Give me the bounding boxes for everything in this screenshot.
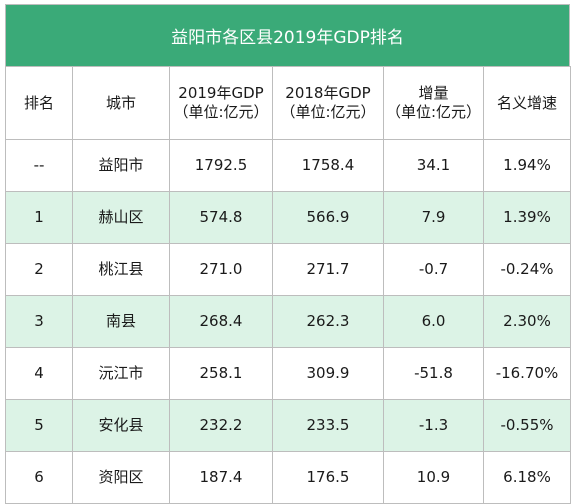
header-growth: 名义增速 — [483, 66, 571, 140]
cell-increase: 7.9 — [383, 191, 484, 244]
cell-rank: -- — [5, 139, 73, 192]
cell-increase: 10.9 — [383, 451, 484, 504]
cell-increase: 34.1 — [383, 139, 484, 192]
header-row: 排名 城市 2019年GDP （单位:亿元） 2018年GDP （单位:亿元） … — [5, 66, 571, 140]
cell-gdp-2019: 574.8 — [169, 191, 273, 244]
table-row: 3 南县 268.4 262.3 6.0 2.30% — [5, 295, 571, 348]
header-gdp-2019-unit: （单位:亿元） — [173, 103, 269, 121]
cell-gdp-2018: 233.5 — [272, 399, 384, 452]
cell-growth: 2.30% — [483, 295, 571, 348]
cell-growth: -0.24% — [483, 243, 571, 296]
cell-gdp-2018: 1758.4 — [272, 139, 384, 192]
cell-gdp-2018: 566.9 — [272, 191, 384, 244]
cell-gdp-2019: 1792.5 — [169, 139, 273, 192]
cell-gdp-2018: 271.7 — [272, 243, 384, 296]
cell-gdp-2019: 258.1 — [169, 347, 273, 400]
cell-city: 益阳市 — [72, 139, 170, 192]
cell-city: 资阳区 — [72, 451, 170, 504]
cell-gdp-2019: 187.4 — [169, 451, 273, 504]
header-gdp-2018: 2018年GDP （单位:亿元） — [272, 66, 384, 140]
cell-growth: -0.55% — [483, 399, 571, 452]
cell-increase: -0.7 — [383, 243, 484, 296]
table-row: 4 沅江市 258.1 309.9 -51.8 -16.70% — [5, 347, 571, 400]
table-title: 益阳市各区县2019年GDP排名 — [5, 4, 570, 66]
cell-rank: 4 — [5, 347, 73, 400]
cell-city: 桃江县 — [72, 243, 170, 296]
header-increase-unit: （单位:亿元） — [385, 103, 482, 121]
cell-rank: 2 — [5, 243, 73, 296]
cell-city: 安化县 — [72, 399, 170, 452]
cell-gdp-2018: 176.5 — [272, 451, 384, 504]
table-row: 5 安化县 232.2 233.5 -1.3 -0.55% — [5, 399, 571, 452]
cell-rank: 5 — [5, 399, 73, 452]
gdp-table: 排名 城市 2019年GDP （单位:亿元） 2018年GDP （单位:亿元） … — [5, 66, 571, 504]
table-header: 排名 城市 2019年GDP （单位:亿元） 2018年GDP （单位:亿元） … — [5, 66, 571, 140]
cell-gdp-2018: 309.9 — [272, 347, 384, 400]
table-body: -- 益阳市 1792.5 1758.4 34.1 1.94% 1 赫山区 57… — [5, 139, 571, 504]
cell-rank: 1 — [5, 191, 73, 244]
cell-growth: -16.70% — [483, 347, 571, 400]
cell-increase: 6.0 — [383, 295, 484, 348]
cell-increase: -51.8 — [383, 347, 484, 400]
cell-growth: 1.39% — [483, 191, 571, 244]
cell-gdp-2019: 268.4 — [169, 295, 273, 348]
cell-city: 沅江市 — [72, 347, 170, 400]
table-row: 2 桃江县 271.0 271.7 -0.7 -0.24% — [5, 243, 571, 296]
header-gdp-2019: 2019年GDP （单位:亿元） — [169, 66, 273, 140]
cell-city: 赫山区 — [72, 191, 170, 244]
cell-rank: 6 — [5, 451, 73, 504]
table-row: -- 益阳市 1792.5 1758.4 34.1 1.94% — [5, 139, 571, 192]
cell-gdp-2018: 262.3 — [272, 295, 384, 348]
cell-growth: 1.94% — [483, 139, 571, 192]
header-increase-label: 增量 — [418, 84, 449, 103]
cell-growth: 6.18% — [483, 451, 571, 504]
header-gdp-2019-label: 2019年GDP — [178, 84, 264, 103]
cell-city: 南县 — [72, 295, 170, 348]
table-row: 1 赫山区 574.8 566.9 7.9 1.39% — [5, 191, 571, 244]
cell-gdp-2019: 232.2 — [169, 399, 273, 452]
header-gdp-2018-label: 2018年GDP — [285, 84, 371, 103]
header-rank: 排名 — [5, 66, 73, 140]
cell-rank: 3 — [5, 295, 73, 348]
header-gdp-2018-unit: （单位:亿元） — [280, 103, 376, 121]
table-row: 6 资阳区 187.4 176.5 10.9 6.18% — [5, 451, 571, 504]
cell-gdp-2019: 271.0 — [169, 243, 273, 296]
cell-increase: -1.3 — [383, 399, 484, 452]
header-increase: 增量 （单位:亿元） — [383, 66, 484, 140]
header-city: 城市 — [72, 66, 170, 140]
